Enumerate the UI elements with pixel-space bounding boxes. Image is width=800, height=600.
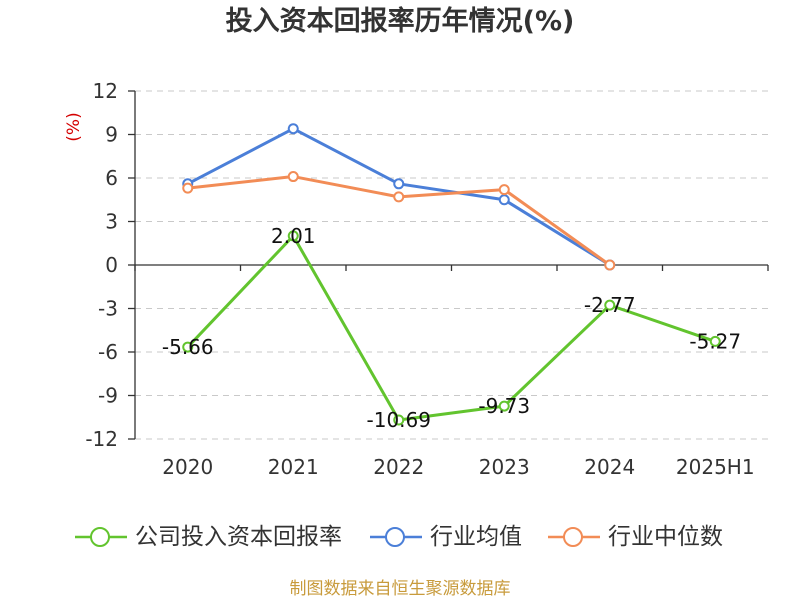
x-tick-label: 2024 bbox=[584, 455, 635, 479]
legend-label: 公司投入资本回报率 bbox=[135, 524, 342, 550]
source-note: 制图数据来自恒生聚源数据库 bbox=[289, 579, 511, 599]
legend-label: 行业中位数 bbox=[608, 524, 723, 550]
y-tick-label: 6 bbox=[105, 166, 118, 190]
company-roic-data-label: -5.27 bbox=[689, 329, 741, 353]
industry-median-point bbox=[287, 171, 299, 183]
company-roic-data-label: 2.01 bbox=[271, 224, 316, 248]
industry-median-line bbox=[187, 175, 611, 267]
legend-item-company-roic[interactable]: 公司投入资本回报率 bbox=[75, 523, 342, 551]
y-tick-label: -12 bbox=[85, 427, 118, 451]
y-tick-label: 12 bbox=[93, 79, 118, 103]
company-roic-data-label: -5.66 bbox=[162, 335, 214, 359]
company-roic-point bbox=[709, 335, 721, 347]
company-roic-point bbox=[393, 414, 405, 426]
legend-marker-icon bbox=[75, 527, 127, 547]
industry-median-point bbox=[393, 191, 405, 203]
industry-average-point bbox=[498, 194, 510, 206]
y-tick-label: 9 bbox=[105, 123, 118, 147]
y-tick-label: 0 bbox=[105, 253, 118, 277]
company-roic-point bbox=[498, 400, 510, 412]
company-roic-data-label: -9.73 bbox=[478, 394, 530, 418]
x-tick-label: 2023 bbox=[479, 455, 530, 479]
series-industry-median bbox=[182, 171, 616, 271]
company-roic-line bbox=[186, 234, 716, 422]
y-tick-label: -6 bbox=[98, 340, 118, 364]
chart-title: 投入资本回报率历年情况(%) bbox=[225, 6, 575, 37]
series-company-roic: -5.66 2.01 -10.69 -9.73 -2.77 -5.27 bbox=[162, 224, 741, 432]
company-roic-data-label: -10.69 bbox=[367, 408, 431, 432]
x-tick-label: 2021 bbox=[268, 455, 319, 479]
industry-average-point bbox=[393, 178, 405, 190]
axes: 12 9 6 3 0 -3 -6 -9 -12 2020 2021 2022 2023 2024 2025H… bbox=[85, 79, 769, 479]
legend-marker-icon bbox=[370, 527, 422, 547]
legend-label: 行业均值 bbox=[430, 524, 522, 550]
company-roic-point bbox=[287, 230, 299, 242]
y-tick-label: -3 bbox=[98, 297, 118, 321]
industry-median-point bbox=[604, 259, 616, 271]
legend-item-industry-average[interactable]: 行业均值 bbox=[370, 523, 522, 551]
y-tick-label: -9 bbox=[98, 384, 118, 408]
y-axis-label: (%) bbox=[64, 112, 84, 141]
legend-item-industry-median[interactable]: 行业中位数 bbox=[548, 523, 723, 551]
industry-median-point bbox=[182, 182, 194, 194]
x-tick-label: 2025H1 bbox=[676, 455, 755, 479]
x-tick-label: 2022 bbox=[373, 455, 424, 479]
x-tick-label: 2020 bbox=[162, 455, 213, 479]
industry-median-point bbox=[498, 184, 510, 196]
y-tick-label: 3 bbox=[105, 210, 118, 234]
company-roic-data-label: -2.77 bbox=[584, 293, 636, 317]
legend-marker-icon bbox=[548, 527, 600, 547]
industry-average-point bbox=[287, 123, 299, 135]
company-roic-point bbox=[182, 341, 194, 353]
company-roic-point bbox=[604, 299, 616, 311]
